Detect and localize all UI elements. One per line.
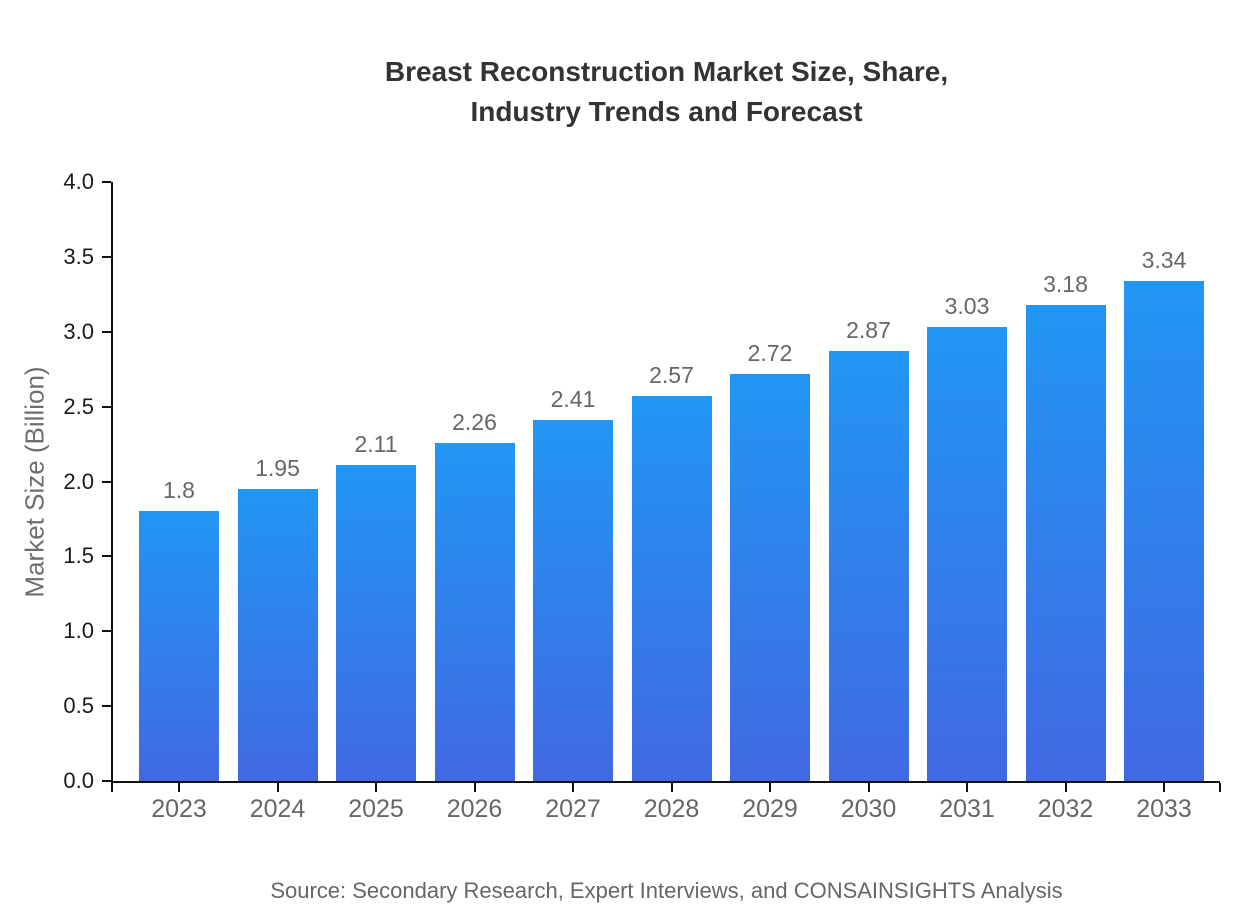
- bar-value-label: 2.87: [846, 317, 891, 344]
- source-note: Source: Secondary Research, Expert Inter…: [270, 878, 1063, 903]
- x-tick-mark: [966, 783, 968, 792]
- y-tick-label: 1.5: [63, 543, 94, 569]
- y-tick-label: 2.5: [63, 393, 94, 419]
- bar: [139, 511, 219, 781]
- bar-value-label: 2.72: [747, 339, 793, 366]
- bar-value-label: 2.11: [354, 431, 398, 458]
- bar-value-label: 1.95: [255, 454, 300, 481]
- x-tick-mark: [276, 783, 279, 792]
- x-tick-label: 2031: [939, 795, 995, 823]
- y-tick-label: 1.0: [63, 618, 94, 644]
- bar: [828, 351, 909, 781]
- x-tick-label: 2033: [1136, 795, 1192, 823]
- bar-value-label: 2.57: [649, 362, 694, 389]
- bar: [533, 420, 613, 781]
- x-axis-spine: [111, 781, 1220, 783]
- bar-value-label: 3.34: [1141, 246, 1187, 273]
- bar: [1025, 304, 1106, 781]
- chart-title-line1: Breast Reconstruction Market Size, Share…: [384, 56, 949, 87]
- y-tick-label: 4.0: [63, 169, 94, 194]
- x-tick-mark: [375, 783, 377, 792]
- y-tick-mark: [102, 780, 111, 782]
- y-tick-label: 3.0: [63, 318, 94, 344]
- y-tick-mark: [102, 330, 111, 333]
- y-axis-spine: [111, 182, 113, 783]
- x-tick-label: 2030: [840, 795, 897, 823]
- y-tick-mark: [102, 480, 111, 483]
- x-tick-mark: [1163, 783, 1165, 792]
- bar: [631, 396, 712, 781]
- x-axis-end-tick: [1219, 783, 1221, 792]
- bar: [1124, 280, 1204, 781]
- y-tick-mark: [102, 255, 111, 258]
- x-tick-mark: [769, 783, 771, 792]
- x-tick-label: 2025: [348, 795, 404, 823]
- y-tick-label: 0.5: [63, 693, 94, 719]
- bar: [927, 327, 1007, 781]
- bar-value-label: 2.41: [550, 386, 596, 413]
- bar-value-label: 1.8: [163, 477, 195, 504]
- x-axis-end-tick: [111, 783, 113, 792]
- chart-title: Breast Reconstruction Market Size, Share…: [113, 52, 1220, 132]
- x-tick-label: 2027: [545, 795, 601, 823]
- x-tick-label: 2023: [151, 795, 207, 823]
- x-tick-mark: [670, 783, 673, 792]
- y-tick-mark: [102, 405, 111, 408]
- x-tick-mark: [473, 783, 476, 792]
- y-tick-mark: [102, 181, 111, 183]
- bar: [434, 442, 515, 781]
- y-tick-label: 3.5: [63, 243, 94, 269]
- x-tick-label: 2026: [446, 795, 503, 823]
- y-tick-mark: [102, 630, 111, 633]
- x-tick-mark: [572, 783, 574, 792]
- bar-value-label: 3.03: [944, 293, 990, 320]
- bar-value-label: 3.18: [1043, 270, 1088, 297]
- x-tick-label: 2024: [249, 795, 306, 823]
- x-tick-mark: [178, 783, 180, 792]
- y-tick-mark: [102, 705, 111, 708]
- y-tick-mark: [102, 555, 111, 558]
- x-tick-label: 2029: [742, 795, 798, 823]
- x-tick-label: 2028: [643, 795, 700, 823]
- chart-title-line2: Industry Trends and Forecast: [470, 96, 863, 127]
- x-tick-mark: [1064, 783, 1067, 792]
- x-tick-label: 2032: [1037, 795, 1094, 823]
- x-tick-mark: [867, 783, 870, 792]
- y-tick-label: 0.0: [63, 768, 94, 793]
- bar: [237, 488, 318, 781]
- bar-value-label: 2.26: [452, 408, 497, 435]
- bar: [730, 373, 810, 781]
- bar: [336, 465, 416, 781]
- y-tick-label: 2.0: [63, 468, 94, 494]
